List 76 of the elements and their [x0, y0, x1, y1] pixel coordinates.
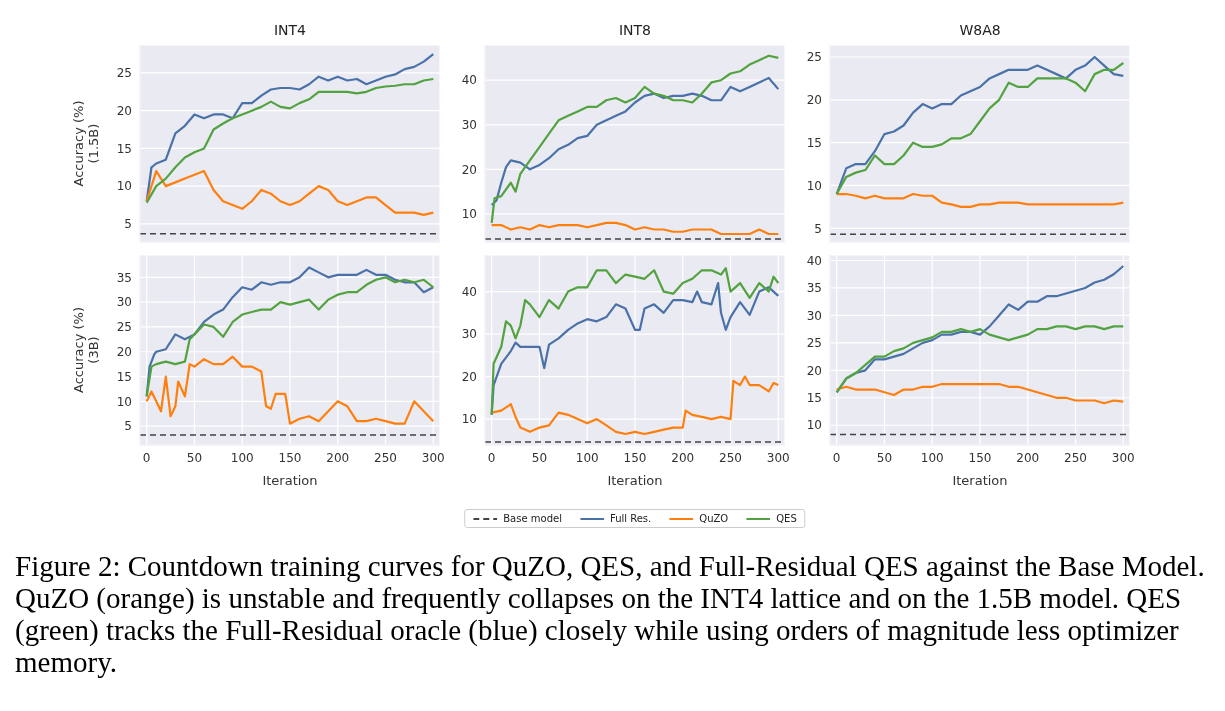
- y-tick-label: 15: [806, 391, 822, 406]
- x-axis-title: Iteration: [952, 473, 1008, 488]
- y-tick-label: 15: [116, 141, 132, 156]
- x-tick-label: 300: [421, 450, 445, 465]
- legend-label: QuZO: [699, 513, 729, 524]
- y-tick-label: 15: [116, 369, 132, 384]
- x-tick-label: 200: [326, 450, 350, 465]
- chart-title: INT8: [617, 21, 653, 40]
- x-tick-label: 150: [968, 450, 992, 465]
- y-tick-label: 40: [806, 253, 822, 268]
- y-tick-label: 30: [461, 327, 477, 342]
- y-tick-label: 10: [116, 179, 132, 194]
- caption: Figure 2: Countdown training curves for QuZO, QES, and Full-Residual QES against the Base Model. QuZO (orange) is unstable and frequently collapses on the INT4 lattice and on the 1.5B model. QES (green) tracks the Full-Residual oracle (blue) closely while using orders of magnitude less optimizer memory.: [15, 550, 1206, 678]
- y-tick-label: 35: [116, 270, 132, 285]
- legend-label: Full Res.: [609, 513, 652, 524]
- line-series: [490, 54, 780, 224]
- x-tick-label: 100: [230, 450, 254, 465]
- y-tick-label: 20: [116, 345, 132, 359]
- y-tick-label: 20: [461, 162, 477, 177]
- x-tick-label: 100: [920, 450, 944, 465]
- y-tick-label: 30: [806, 308, 822, 323]
- y-tick-label: 25: [116, 320, 132, 335]
- x-tick-label: 0: [142, 450, 151, 465]
- x-axis-title: Iteration: [262, 473, 318, 488]
- y-tick-label: 30: [116, 295, 132, 310]
- chart-title: INT4: [272, 21, 308, 40]
- line-series: [835, 325, 1125, 394]
- y-tick-label: 10: [806, 418, 822, 433]
- y-tick-label: 5: [814, 221, 822, 236]
- x-tick-label: 250: [374, 450, 397, 465]
- y-tick-label: 20: [806, 363, 822, 378]
- y-tick-label: 25: [806, 336, 822, 351]
- y-tick-label: 20: [116, 103, 132, 118]
- y-tick-label: 10: [461, 412, 477, 427]
- x-tick-label: 200: [1016, 450, 1040, 465]
- y-tick-label: 10: [116, 394, 132, 409]
- legend-label: Base model: [503, 513, 562, 524]
- x-tick-label: 250: [719, 450, 742, 465]
- x-tick-label: 200: [671, 450, 695, 465]
- x-tick-label: 150: [623, 450, 647, 465]
- y-axis-title: Accuracy (%) (1.5B): [70, 100, 101, 187]
- line-series: [835, 192, 1125, 208]
- y-tick-label: 10: [461, 207, 477, 222]
- y-tick-label: 25: [116, 66, 132, 81]
- line-series: [145, 169, 435, 216]
- x-tick-label: 0: [487, 450, 496, 465]
- x-tick-label: 50: [876, 450, 893, 465]
- y-tick-label: 25: [806, 50, 822, 65]
- y-tick-label: 40: [461, 284, 477, 299]
- line-series: [490, 375, 780, 436]
- x-tick-label: 250: [1064, 450, 1087, 465]
- x-tick-label: 300: [766, 450, 790, 465]
- x-tick-label: 150: [278, 450, 302, 465]
- line-series: [145, 355, 435, 425]
- y-tick-label: 10: [806, 178, 822, 193]
- x-tick-label: 0: [832, 450, 841, 465]
- x-tick-label: 50: [531, 450, 548, 465]
- y-tick-label: 20: [461, 369, 477, 384]
- x-tick-label: 100: [575, 450, 599, 465]
- y-tick-label: 30: [461, 118, 477, 133]
- y-tick-label: 5: [124, 217, 132, 232]
- x-axis-title: Iteration: [607, 473, 663, 488]
- line-series: [490, 221, 780, 236]
- y-tick-label: 5: [124, 419, 132, 434]
- chart-title: W8A8: [958, 21, 1002, 40]
- y-tick-label: 20: [806, 93, 822, 108]
- line-series: [835, 382, 1125, 405]
- line-series: [490, 76, 780, 207]
- x-tick-label: 50: [186, 450, 203, 465]
- y-axis-title: Accuracy (%) (3B): [70, 307, 101, 393]
- y-tick-label: 15: [806, 135, 822, 150]
- y-tick-label: 40: [461, 73, 477, 88]
- y-tick-label: 35: [806, 281, 822, 296]
- legend-label: QES: [776, 513, 797, 524]
- line-series: [145, 77, 435, 204]
- x-tick-label: 300: [1111, 450, 1135, 465]
